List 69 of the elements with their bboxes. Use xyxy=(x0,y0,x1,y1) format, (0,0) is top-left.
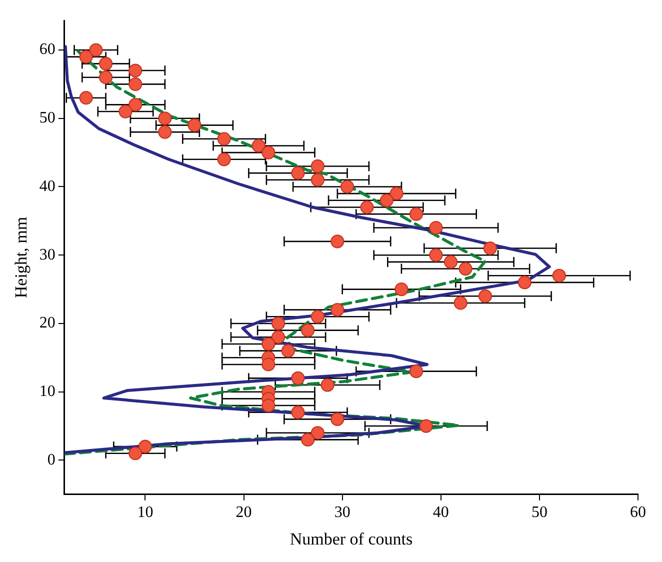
point xyxy=(291,406,305,420)
point xyxy=(454,296,468,310)
point xyxy=(188,118,202,132)
x-tick-label: 40 xyxy=(432,504,449,522)
point xyxy=(271,330,286,344)
point xyxy=(138,440,152,454)
x-tick-label: 60 xyxy=(630,504,646,522)
point xyxy=(419,419,433,433)
point xyxy=(291,166,305,180)
y-axis-title: Height, mm xyxy=(12,216,31,298)
point xyxy=(340,180,354,194)
point xyxy=(409,207,424,221)
point xyxy=(98,56,113,70)
point xyxy=(128,64,142,78)
x-axis-title: Number of counts xyxy=(290,529,413,548)
point xyxy=(429,248,443,262)
point xyxy=(128,77,142,91)
point xyxy=(89,43,103,57)
point xyxy=(301,432,315,447)
point xyxy=(390,186,404,200)
y-tick-label: 60 xyxy=(39,41,56,58)
point xyxy=(281,344,295,358)
point xyxy=(98,70,113,84)
point xyxy=(262,337,276,351)
point xyxy=(158,125,172,139)
point xyxy=(380,194,394,208)
point xyxy=(360,200,374,214)
x-tick-label: 50 xyxy=(531,504,548,522)
point xyxy=(552,268,566,282)
point xyxy=(330,412,344,426)
point xyxy=(429,220,443,235)
point xyxy=(483,241,497,256)
point xyxy=(271,316,286,330)
point xyxy=(330,234,344,248)
point xyxy=(310,310,324,324)
y-tick-label: 20 xyxy=(39,314,56,332)
y-tick-label: 40 xyxy=(39,178,56,195)
point xyxy=(128,98,142,112)
point xyxy=(518,276,532,290)
point xyxy=(217,132,231,146)
x-tick-label: 10 xyxy=(137,504,154,522)
point xyxy=(310,173,324,187)
point xyxy=(128,446,142,460)
point xyxy=(394,282,408,296)
x-tick-label: 30 xyxy=(334,504,350,522)
point xyxy=(262,398,276,412)
point xyxy=(310,159,324,174)
point xyxy=(262,146,276,160)
y-tick-label: 50 xyxy=(39,110,56,127)
point xyxy=(118,104,132,118)
point xyxy=(409,364,424,378)
point xyxy=(79,50,93,64)
point xyxy=(217,152,231,166)
point xyxy=(444,255,458,269)
y-tick-label: 10 xyxy=(39,383,56,400)
point xyxy=(262,358,276,372)
point xyxy=(478,289,492,303)
point xyxy=(320,378,334,392)
point xyxy=(301,324,315,338)
point xyxy=(252,138,266,153)
x-tick-label: 20 xyxy=(236,504,252,522)
point xyxy=(291,371,305,385)
point xyxy=(79,91,93,105)
point xyxy=(310,426,324,440)
point xyxy=(458,262,472,276)
point xyxy=(330,303,344,317)
y-tick-label: 30 xyxy=(39,246,56,264)
point xyxy=(158,112,172,126)
y-tick-label: 0 xyxy=(47,451,56,468)
